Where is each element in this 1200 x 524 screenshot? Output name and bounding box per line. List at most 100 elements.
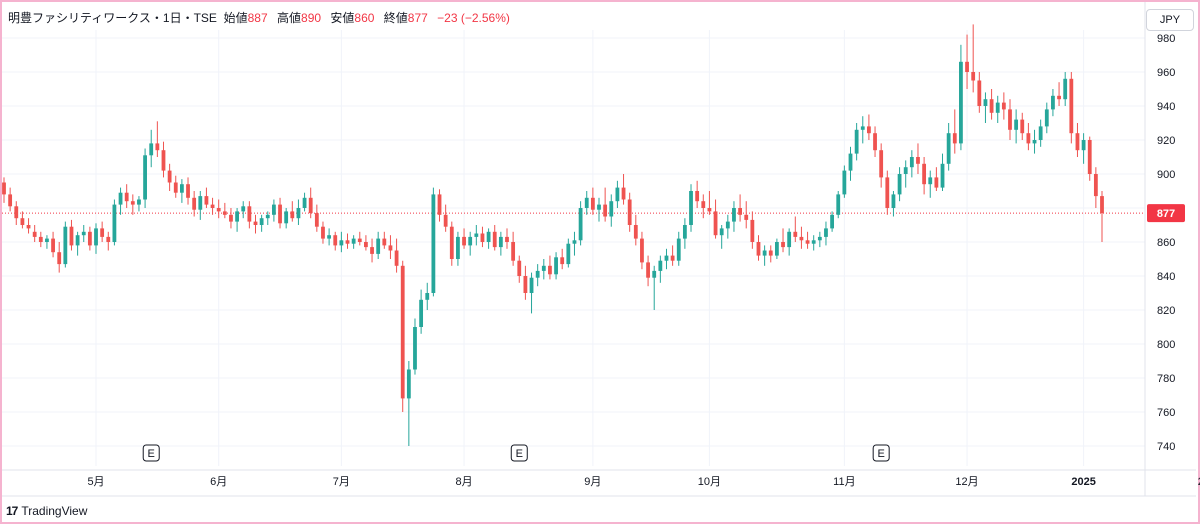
candle-body — [357, 238, 362, 242]
candle-body — [725, 221, 730, 229]
candle-body — [609, 201, 614, 217]
candle-body — [903, 167, 908, 174]
candle-body — [210, 204, 215, 208]
candle-body — [805, 240, 810, 244]
candle-body — [173, 182, 178, 193]
candle-body — [640, 238, 644, 263]
candle-body — [130, 201, 135, 205]
y-tick-label: 940 — [1157, 101, 1175, 113]
candle-body — [327, 235, 332, 239]
candle-body — [198, 196, 203, 210]
earnings-event-label: E — [516, 448, 523, 460]
candle-body — [959, 61, 963, 144]
candle-body — [707, 208, 712, 212]
candle-body — [437, 194, 442, 215]
y-tick-label: 740 — [1157, 441, 1175, 453]
candle-body — [787, 231, 792, 248]
y-tick-label: 840 — [1157, 271, 1175, 283]
candle-body — [572, 240, 577, 244]
x-tick-label: 11月 — [833, 476, 855, 488]
y-tick-label: 960 — [1157, 67, 1175, 79]
candle-body — [695, 191, 700, 202]
candle-body — [302, 197, 307, 208]
candle-body — [590, 197, 595, 210]
candle-body — [143, 155, 147, 200]
candle-body — [480, 233, 485, 242]
candle-body — [14, 206, 19, 219]
candle-body — [830, 214, 835, 229]
candle-body — [652, 270, 657, 278]
candle-body — [235, 211, 239, 222]
candle-body — [621, 187, 626, 200]
candle-body — [934, 177, 939, 188]
candle-body — [462, 236, 466, 246]
candle-body — [1014, 119, 1019, 130]
candle-body — [456, 236, 460, 259]
candle-body — [100, 228, 105, 237]
candle-body — [566, 243, 571, 265]
candle-body — [965, 61, 969, 72]
candle-body — [308, 197, 313, 214]
candle-body — [824, 228, 828, 237]
earnings-event-marker — [142, 444, 160, 462]
candle-body — [167, 170, 172, 183]
candle-body — [971, 72, 976, 81]
low-label: 安値 — [330, 11, 355, 25]
candle-body — [155, 143, 160, 151]
candle-body — [940, 163, 945, 188]
candle-body — [259, 218, 264, 225]
candle-body — [922, 163, 927, 185]
candle-body — [75, 235, 80, 246]
x-tick-label: 9月 — [584, 476, 601, 488]
candle-body — [192, 197, 197, 210]
candle-body — [633, 225, 638, 239]
candle-body — [719, 228, 724, 236]
candle-body — [529, 277, 534, 293]
candle-body — [909, 157, 914, 168]
candle-body — [854, 129, 859, 154]
candle-body — [32, 231, 37, 237]
candle-body — [406, 369, 411, 399]
x-tick-label: 7月 — [333, 476, 350, 488]
candle-body — [1093, 174, 1098, 197]
candle-body — [474, 233, 479, 237]
candle-body — [836, 194, 841, 215]
y-tick-label: 860 — [1157, 237, 1175, 249]
candle-body — [137, 199, 141, 205]
candle-body — [124, 192, 129, 202]
candle-body — [333, 235, 338, 246]
candle-body — [873, 133, 877, 151]
tradingview-brand[interactable]: 17 TradingView — [6, 504, 87, 518]
open-label: 始値 — [223, 11, 248, 25]
earnings-event-marker — [510, 444, 528, 462]
candle-body — [351, 238, 356, 244]
currency-button[interactable]: JPY — [1146, 9, 1194, 31]
candle-body — [603, 204, 608, 217]
candle-body — [670, 255, 675, 261]
candle-body — [554, 257, 558, 275]
candle-body — [431, 194, 436, 293]
candle-body — [867, 126, 871, 134]
close-label: 終値 — [383, 11, 408, 25]
candle-body — [247, 206, 252, 222]
candle-body — [278, 204, 282, 224]
candle-body — [535, 270, 540, 278]
candle-body — [216, 208, 221, 212]
y-tick-label: 900 — [1157, 169, 1175, 181]
symbol-title[interactable]: 明豊ファシリティワークス・1日・TSE — [8, 11, 217, 25]
candle-body — [848, 153, 853, 171]
candle-body — [744, 214, 749, 220]
candle-body — [45, 238, 49, 242]
candle-body — [1044, 109, 1049, 127]
candle-body — [584, 197, 589, 208]
candle-body — [989, 99, 994, 113]
candle-body — [1032, 140, 1037, 144]
candle-body — [118, 192, 123, 205]
candle-body — [265, 214, 270, 219]
candle-body — [676, 238, 681, 261]
earnings-event-label: E — [148, 448, 155, 460]
candle-body — [26, 225, 31, 229]
candle-body — [179, 184, 184, 193]
